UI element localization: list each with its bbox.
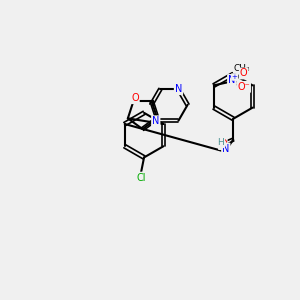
Text: O: O — [131, 93, 139, 103]
Text: O: O — [240, 68, 248, 79]
Text: N: N — [175, 84, 182, 94]
Text: N: N — [152, 116, 160, 126]
Text: N: N — [228, 75, 236, 85]
Text: CH₃: CH₃ — [234, 64, 250, 73]
Text: O: O — [219, 139, 226, 149]
Text: +: + — [232, 74, 238, 80]
Text: H: H — [218, 138, 224, 147]
Text: O⁻: O⁻ — [237, 82, 250, 92]
Text: Cl: Cl — [136, 172, 146, 183]
Text: N: N — [222, 143, 230, 154]
